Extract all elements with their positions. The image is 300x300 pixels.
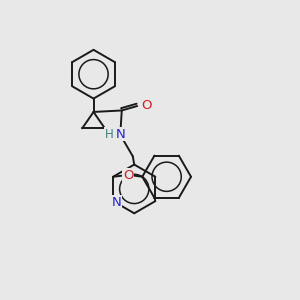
Text: O: O [123,169,133,182]
Text: N: N [112,196,122,209]
Text: H: H [105,128,113,141]
Text: O: O [141,99,152,112]
Text: N: N [116,128,126,141]
